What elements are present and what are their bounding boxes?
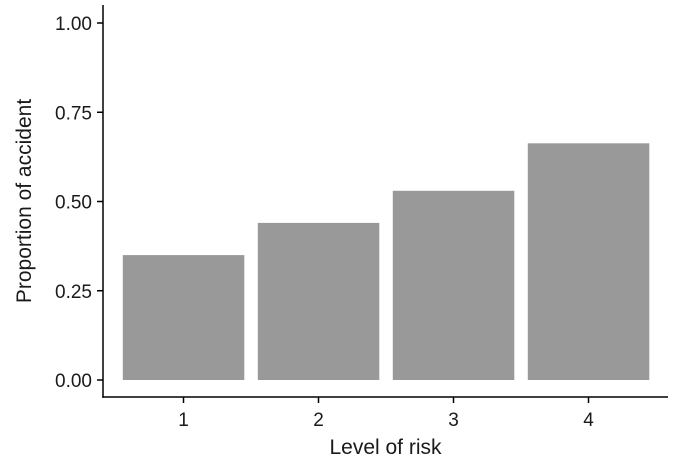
- x-tick-label: 1: [178, 410, 189, 431]
- bar-4: [527, 143, 650, 380]
- y-axis-ticks: 0.00 0.25 0.50 0.75 1.00: [55, 14, 103, 392]
- y-tick-label: 0.75: [55, 103, 92, 124]
- y-tick-label: 0.25: [55, 282, 92, 303]
- x-axis-title: Level of risk: [329, 436, 442, 459]
- x-axis-ticks: 1 2 3 4: [178, 397, 594, 431]
- bars-group: [122, 143, 650, 380]
- y-tick-label: 1.00: [55, 14, 92, 35]
- y-tick-label: 0.50: [55, 193, 92, 214]
- y-axis-title: Proportion of accident: [13, 99, 36, 303]
- x-tick-label: 3: [448, 410, 459, 431]
- bar-3: [392, 190, 515, 380]
- x-tick-label: 2: [313, 410, 324, 431]
- x-tick-label: 4: [583, 410, 594, 431]
- bar-1: [122, 255, 245, 380]
- bar-2: [257, 222, 380, 380]
- y-tick-label: 0.00: [55, 371, 92, 392]
